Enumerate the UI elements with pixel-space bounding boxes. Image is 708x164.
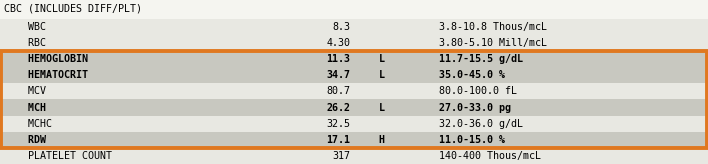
Text: RDW: RDW — [4, 135, 45, 145]
Text: 3.8-10.8 Thous/mcL: 3.8-10.8 Thous/mcL — [439, 22, 547, 32]
Bar — [1, 51, 707, 148]
Text: CBC (INCLUDES DIFF/PLT): CBC (INCLUDES DIFF/PLT) — [4, 3, 142, 13]
Text: RBC: RBC — [4, 38, 45, 48]
Text: 4.30: 4.30 — [326, 38, 350, 48]
Text: 35.0-45.0 %: 35.0-45.0 % — [439, 70, 505, 80]
Text: 140-400 Thous/mcL: 140-400 Thous/mcL — [439, 151, 541, 161]
Text: MCH: MCH — [4, 102, 45, 113]
Text: WBC: WBC — [4, 22, 45, 32]
Text: 11.0-15.0 %: 11.0-15.0 % — [439, 135, 505, 145]
Text: L: L — [379, 54, 384, 64]
Text: 32.0-36.0 g/dL: 32.0-36.0 g/dL — [439, 119, 523, 129]
Text: 317: 317 — [333, 151, 350, 161]
Text: 26.2: 26.2 — [326, 102, 350, 113]
Text: H: H — [379, 135, 384, 145]
Text: 11.3: 11.3 — [326, 54, 350, 64]
Text: HEMOGLOBIN: HEMOGLOBIN — [4, 54, 88, 64]
Text: PLATELET COUNT: PLATELET COUNT — [4, 151, 112, 161]
Text: 17.1: 17.1 — [326, 135, 350, 145]
Text: MCHC: MCHC — [4, 119, 52, 129]
Text: MCV: MCV — [4, 86, 45, 96]
Text: 80.0-100.0 fL: 80.0-100.0 fL — [439, 86, 517, 96]
Text: 8.3: 8.3 — [333, 22, 350, 32]
Bar — [0, 116, 708, 132]
Bar — [0, 19, 708, 35]
Text: 3.80-5.10 Mill/mcL: 3.80-5.10 Mill/mcL — [439, 38, 547, 48]
Text: 34.7: 34.7 — [326, 70, 350, 80]
Text: 27.0-33.0 pg: 27.0-33.0 pg — [439, 102, 511, 113]
Bar — [0, 67, 708, 83]
Bar — [0, 148, 708, 164]
Text: L: L — [379, 102, 384, 113]
Text: 32.5: 32.5 — [326, 119, 350, 129]
Bar — [0, 83, 708, 100]
Text: 11.7-15.5 g/dL: 11.7-15.5 g/dL — [439, 54, 523, 64]
Text: 80.7: 80.7 — [326, 86, 350, 96]
Bar — [0, 51, 708, 67]
Bar — [0, 35, 708, 51]
Text: HEMATOCRIT: HEMATOCRIT — [4, 70, 88, 80]
Bar — [0, 100, 708, 116]
Bar — [0, 132, 708, 148]
Text: L: L — [379, 70, 384, 80]
